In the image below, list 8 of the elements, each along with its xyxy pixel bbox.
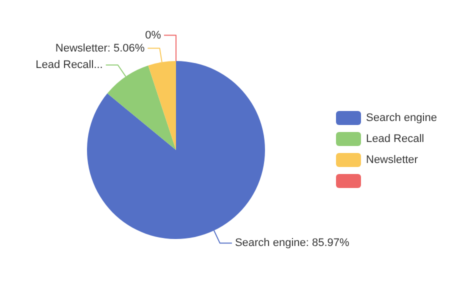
pie-slice bbox=[107, 65, 176, 150]
text: 0% bbox=[145, 29, 161, 42]
data-label: Lead Recall... bbox=[36, 58, 103, 71]
data-label: Search engine: 85.97% bbox=[234, 237, 350, 250]
legend-label: Lead Recall bbox=[366, 133, 424, 145]
data-label: Newsletter: 5.06% bbox=[55, 42, 145, 54]
legend-label: Newsletter bbox=[366, 154, 418, 166]
legend-label: Search engine bbox=[366, 112, 437, 124]
